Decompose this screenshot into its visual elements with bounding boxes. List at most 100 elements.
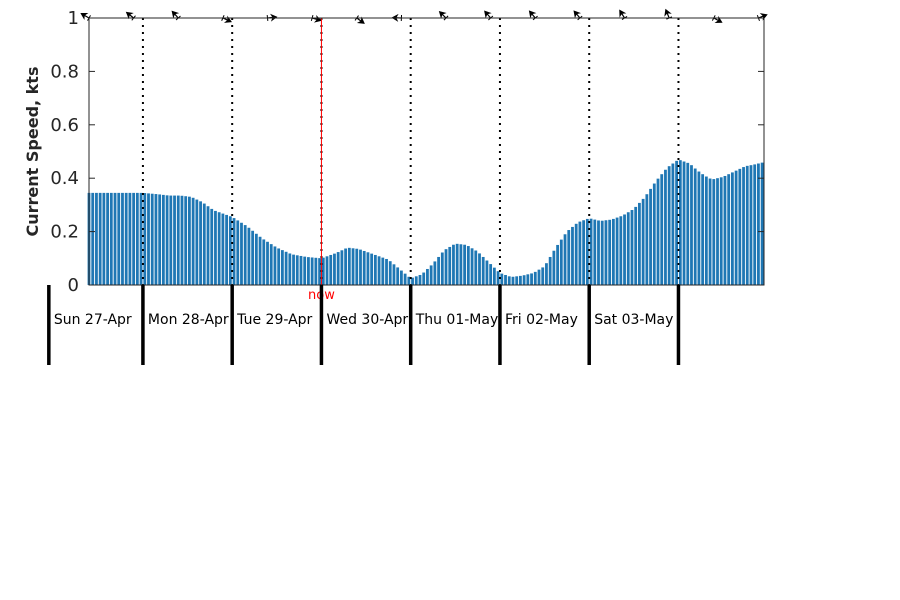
y-tick-label: 0 (68, 275, 79, 296)
speed-bar (225, 214, 228, 285)
speed-bar (507, 276, 511, 285)
y-axis-ticks: 0 0.2 0.4 0.6 0.8 1 (50, 8, 764, 296)
direction-arrow-head (80, 13, 89, 20)
speed-bar (184, 196, 188, 285)
speed-bar (582, 220, 586, 285)
speed-bar (388, 261, 392, 285)
speed-bar (660, 174, 664, 285)
speed-bar (273, 246, 277, 285)
direction-arrow (756, 13, 768, 21)
speed-bar (124, 192, 128, 285)
speed-bar (385, 258, 388, 285)
speed-bar (161, 194, 165, 285)
speed-bar (396, 267, 400, 285)
speed-bar (704, 176, 708, 285)
speed-bar (407, 276, 411, 285)
day-label: Fri 02-May (505, 312, 578, 328)
speed-bar (344, 248, 348, 285)
day-label: Mon 28-Apr (148, 312, 229, 328)
speed-bar (392, 264, 396, 285)
speed-bar (597, 220, 600, 285)
speed-bar (608, 219, 612, 285)
direction-arrow-head (171, 10, 180, 19)
speed-bar (667, 166, 671, 285)
day-label: Thu 01-May (415, 312, 499, 328)
speed-bar (321, 257, 325, 285)
speed-bar (481, 256, 485, 285)
day-label: Sun 27-Apr (54, 312, 132, 328)
speed-bar (426, 268, 429, 285)
speed-bar (329, 254, 333, 285)
speed-bar (589, 218, 593, 285)
speed-bar (411, 277, 414, 285)
speed-bar (433, 261, 437, 285)
speed-bar (682, 161, 686, 285)
speed-bar (734, 170, 738, 285)
day-label: Tue 29-Apr (236, 312, 312, 328)
speed-bar (515, 276, 519, 285)
direction-arrows (80, 8, 768, 24)
speed-bar (753, 164, 757, 285)
speed-bar (690, 165, 693, 285)
day-label: Sat 03-May (594, 312, 673, 328)
speed-bar (247, 227, 251, 285)
speed-bar (370, 253, 374, 285)
speed-bar (400, 270, 403, 285)
speed-bar (180, 195, 184, 285)
speed-bar (266, 241, 269, 285)
speed-bar (202, 203, 206, 285)
speed-bar (310, 257, 314, 285)
speed-bar (489, 264, 493, 285)
speed-bar (188, 196, 191, 285)
speed-bar (299, 255, 303, 285)
speed-bar (574, 223, 578, 285)
speed-bar (440, 252, 444, 285)
speed-bar (206, 206, 210, 285)
speed-bar (723, 175, 727, 285)
speed-bar (340, 250, 344, 285)
speed-bar (533, 271, 537, 285)
speed-bar (121, 192, 124, 285)
speed-bar (671, 163, 675, 285)
speed-bar (437, 256, 440, 285)
direction-arrow-shaft (83, 14, 90, 19)
speed-bar (730, 172, 734, 285)
speed-bar (578, 221, 582, 285)
speed-bar (158, 194, 162, 285)
speed-bar (295, 255, 299, 285)
speed-bar (359, 249, 362, 285)
speed-bar (418, 274, 422, 285)
y-tick-label: 0.2 (50, 222, 79, 243)
speed-bar (143, 193, 147, 285)
speed-bar (240, 222, 243, 285)
speed-bar (176, 195, 180, 285)
speed-bar (593, 219, 597, 285)
speed-bar (422, 272, 426, 285)
speed-bar (154, 194, 158, 285)
speed-bar (600, 220, 604, 285)
direction-arrow (125, 11, 136, 21)
speed-bar (288, 253, 292, 285)
speed-bar (716, 178, 719, 285)
direction-arrow-head (619, 9, 627, 18)
speed-bar (307, 257, 310, 285)
speed-bar (280, 250, 284, 285)
speed-bar (675, 160, 678, 285)
speed-bar (314, 257, 318, 285)
speed-bar (173, 195, 176, 285)
speed-bar (604, 220, 608, 285)
speed-bar (638, 202, 641, 285)
speed-bar (742, 167, 745, 285)
speed-bar (719, 177, 723, 285)
speed-bar (228, 216, 232, 285)
speed-bar (414, 276, 418, 285)
speed-bar (199, 201, 202, 285)
plot-frame (88, 17, 765, 286)
direction-arrow (484, 10, 494, 21)
speed-bar (325, 256, 329, 285)
speed-bar (117, 192, 121, 285)
speed-bar (150, 193, 154, 285)
speed-bar (649, 188, 652, 285)
speed-bar (526, 274, 530, 285)
speed-bar (678, 160, 682, 285)
